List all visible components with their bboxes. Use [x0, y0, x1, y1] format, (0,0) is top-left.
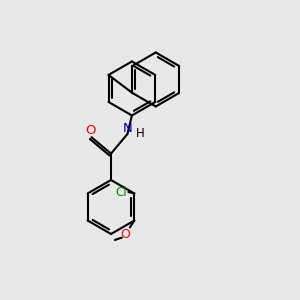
- Text: H: H: [136, 127, 144, 140]
- Text: O: O: [120, 227, 130, 241]
- Text: O: O: [85, 124, 96, 137]
- Text: N: N: [123, 122, 133, 135]
- Text: Cl: Cl: [115, 185, 127, 199]
